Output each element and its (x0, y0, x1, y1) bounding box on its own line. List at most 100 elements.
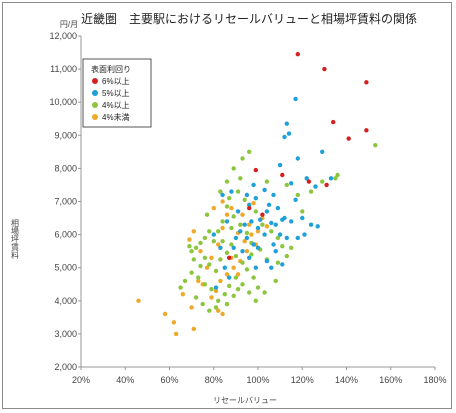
data-point (233, 275, 239, 280)
data-point (211, 239, 216, 244)
x-tick-label: 140% (335, 375, 358, 385)
data-point (224, 212, 230, 217)
y-tick-label: 3,000 (54, 329, 77, 339)
data-points (136, 52, 378, 337)
data-point (324, 182, 329, 188)
y-unit-label: 円/月 (60, 20, 78, 29)
data-point (224, 250, 230, 255)
data-point (253, 209, 258, 214)
data-point (222, 292, 227, 297)
data-point (180, 292, 185, 297)
data-point (260, 222, 265, 227)
data-point (240, 260, 245, 265)
data-point (220, 225, 225, 231)
data-point (275, 205, 281, 211)
data-point (198, 249, 203, 254)
data-point (202, 235, 208, 241)
data-point (300, 215, 305, 221)
data-point (227, 196, 232, 201)
data-point (262, 187, 267, 193)
data-point (171, 320, 177, 325)
chart-title: 近畿圏 主要駅におけるリセールバリューと相場坪賃料の関係 (81, 11, 417, 26)
data-point (238, 222, 243, 227)
data-point (229, 189, 234, 194)
data-point (240, 156, 245, 161)
data-point (302, 232, 307, 237)
data-point (346, 136, 351, 141)
data-point (224, 179, 230, 184)
data-point (231, 265, 236, 270)
data-point (331, 119, 336, 125)
y-axis-label: 相場坪賃料 (11, 218, 20, 260)
legend-title: 表面利回り (91, 64, 131, 74)
data-point (244, 192, 250, 198)
data-point (364, 128, 369, 133)
x-tick-label: 180% (423, 375, 446, 385)
data-point (209, 287, 214, 292)
data-point (189, 270, 194, 275)
data-point (224, 204, 230, 209)
data-point (284, 121, 289, 126)
x-tick-label: 20% (72, 375, 90, 385)
data-point (235, 209, 241, 214)
data-point (222, 265, 227, 270)
data-point (333, 176, 338, 181)
data-point (242, 222, 247, 227)
data-point (229, 205, 234, 211)
data-point (255, 229, 261, 234)
data-point (271, 192, 276, 198)
data-point (264, 179, 270, 184)
data-point (231, 166, 236, 171)
data-point (251, 182, 256, 188)
data-point (204, 265, 210, 270)
data-point (244, 249, 250, 254)
data-point (282, 215, 287, 221)
data-point (162, 311, 168, 317)
scatter-chart: 近畿圏 主要駅におけるリセールバリューと相場坪賃料の関係 円/月 2,000 3,… (11, 11, 447, 405)
data-point (286, 131, 292, 136)
legend-items: 6%以上 5%以上 4%以上 4%未満 (92, 77, 130, 122)
data-point (269, 265, 274, 270)
data-point (308, 222, 314, 227)
data-point (189, 305, 194, 310)
y-tick-label: 10,000 (49, 97, 77, 107)
data-point (262, 232, 267, 237)
data-point (306, 179, 312, 184)
data-point (238, 229, 243, 234)
data-point (364, 80, 369, 85)
data-point (182, 278, 188, 284)
data-point (229, 225, 234, 231)
data-point (227, 255, 232, 260)
data-point (273, 222, 278, 227)
data-point (220, 239, 225, 244)
legend-marker (92, 114, 98, 120)
x-axis-ticks: 20% 40% 60% 80% 100% 120% 140% 160% 180% (72, 367, 447, 385)
data-point (289, 245, 294, 250)
data-point (242, 197, 247, 202)
data-point (282, 134, 287, 140)
data-point (218, 245, 223, 250)
data-point (308, 189, 314, 194)
data-point (295, 156, 300, 161)
data-point (213, 288, 219, 294)
data-point (289, 181, 294, 186)
data-point (251, 242, 256, 247)
data-point (280, 262, 285, 267)
data-point (235, 287, 241, 292)
legend: 表面利回り 6%以上 5%以上 4%以上 4%未満 (82, 58, 152, 128)
data-point (251, 275, 256, 280)
x-tick-label: 100% (246, 375, 269, 385)
data-point (253, 196, 258, 201)
data-point (255, 245, 261, 250)
data-point (220, 199, 225, 204)
data-point (284, 253, 289, 259)
legend-marker (92, 90, 98, 96)
data-point (191, 326, 196, 332)
data-point (251, 201, 256, 206)
data-point (289, 219, 294, 224)
data-point (320, 149, 325, 154)
data-point (328, 176, 334, 181)
data-point (253, 265, 258, 270)
data-point (233, 253, 239, 259)
data-point (136, 298, 141, 303)
